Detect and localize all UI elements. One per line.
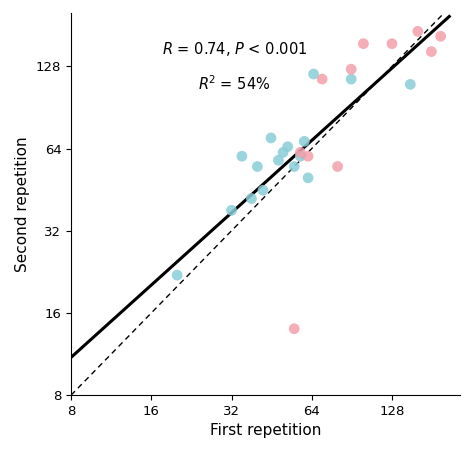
Point <box>347 75 355 83</box>
Point <box>267 134 275 141</box>
Point <box>304 174 312 181</box>
Point <box>297 153 304 160</box>
Text: $\it{R}$$^2$ = 54%: $\it{R}$$^2$ = 54% <box>198 75 271 93</box>
Text: $\it{R}$ = 0.74, $\it{P}$ < 0.001: $\it{R}$ = 0.74, $\it{P}$ < 0.001 <box>162 40 307 58</box>
Point <box>297 149 304 156</box>
X-axis label: First repetition: First repetition <box>210 423 321 438</box>
Point <box>347 66 355 73</box>
Point <box>228 207 235 214</box>
Y-axis label: Second repetition: Second repetition <box>16 136 30 272</box>
Point <box>360 40 367 47</box>
Point <box>334 163 341 170</box>
Point <box>247 195 255 202</box>
Point <box>319 75 326 83</box>
Point <box>428 48 435 55</box>
Point <box>414 28 421 35</box>
Point <box>291 163 298 170</box>
Point <box>437 33 445 40</box>
Point <box>301 138 308 145</box>
Point <box>274 157 282 164</box>
Point <box>291 325 298 332</box>
Point <box>284 143 292 150</box>
Point <box>173 272 181 279</box>
Point <box>254 163 261 170</box>
Point <box>310 70 317 78</box>
Point <box>388 40 396 47</box>
Point <box>259 187 267 194</box>
Point <box>279 149 287 156</box>
Point <box>407 81 414 88</box>
Point <box>238 153 246 160</box>
Point <box>304 153 312 160</box>
